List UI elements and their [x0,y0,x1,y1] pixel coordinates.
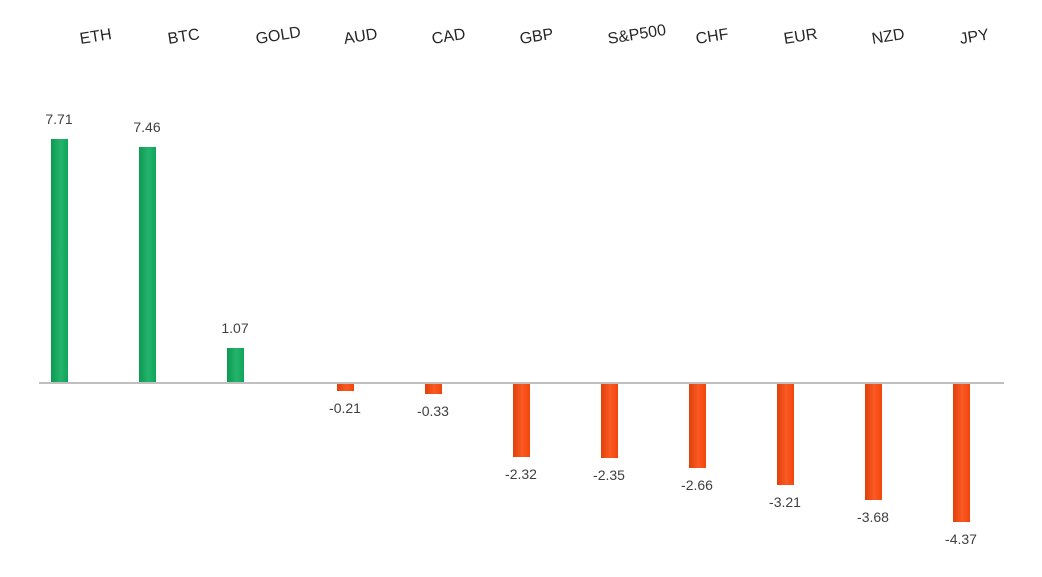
bar-sp500 [600,384,618,459]
category-label-gold: GOLD [254,24,303,48]
bar-btc [138,147,156,382]
value-label-jpy: -4.37 [945,530,977,547]
bar-nzd [864,384,882,500]
category-label-aud: AUD [342,25,379,48]
value-label-aud: -0.21 [329,399,361,416]
value-label-btc: 7.46 [133,119,161,135]
category-label-sp500: S&P500 [606,21,668,48]
value-label-cad: -0.33 [417,403,449,420]
category-label-gbp: GBP [518,25,555,48]
x-axis-line [39,382,1004,384]
category-label-btc: BTC [166,26,201,48]
bar-aud [336,384,354,391]
value-label-gbp: -2.32 [505,466,537,483]
category-label-cad: CAD [430,25,467,48]
bar-gold [226,348,244,382]
bar-chf [688,384,706,468]
category-label-chf: CHF [694,25,730,48]
bar-eth [50,139,68,382]
category-label-nzd: NZD [870,25,906,48]
category-label-eur: EUR [782,25,819,48]
bar-gbp [512,384,530,458]
value-label-sp500: -2.35 [593,467,625,484]
value-label-nzd: -3.68 [857,508,889,525]
bar-cad [424,384,442,395]
value-label-eur: -3.21 [769,494,801,511]
value-label-chf: -2.66 [681,476,713,493]
bar-eur [776,384,794,486]
category-label-jpy: JPY [958,26,991,48]
category-label-eth: ETH [78,26,113,48]
bar-jpy [952,384,970,522]
value-label-gold: 1.07 [221,320,249,337]
value-label-eth: 7.71 [45,111,73,128]
